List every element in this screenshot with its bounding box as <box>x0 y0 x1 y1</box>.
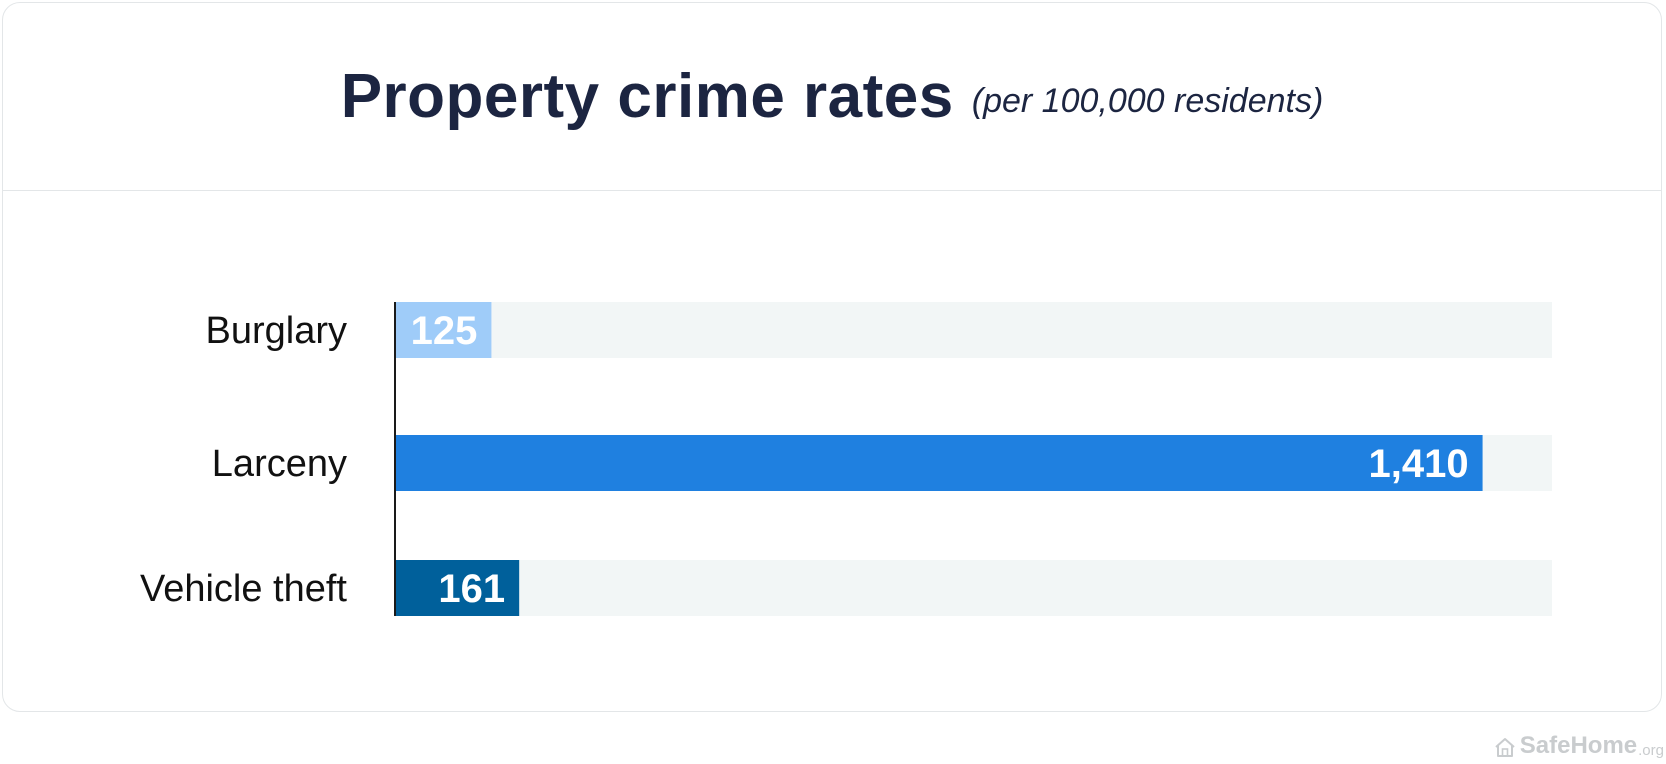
bar-burglary <box>395 302 492 358</box>
value-label-vehicle-theft: 161 <box>438 567 505 611</box>
chart-subtitle: (per 100,000 residents) <box>971 82 1324 120</box>
bar-vehicle-theft <box>395 560 520 616</box>
value-label-larceny: 1,410 <box>1368 442 1468 486</box>
bar-track-vehicle-theft <box>395 560 1552 616</box>
value-label-burglary: 125 <box>411 309 478 353</box>
category-label-burglary: Burglary <box>206 310 348 352</box>
category-label-vehicle-theft: Vehicle theft <box>140 568 347 610</box>
bar-larceny <box>395 435 1483 491</box>
watermark: SafeHome .org <box>1493 732 1664 760</box>
chart-header: Property crime rates (per 100,000 reside… <box>3 3 1661 191</box>
watermark-brand: SafeHome <box>1519 732 1638 759</box>
chart-title: Property crime rates <box>340 62 954 131</box>
bar-track-burglary <box>395 302 1552 358</box>
category-label-larceny: Larceny <box>212 443 347 485</box>
house-icon <box>1495 738 1515 757</box>
watermark-suffix: .org <box>1638 742 1664 759</box>
